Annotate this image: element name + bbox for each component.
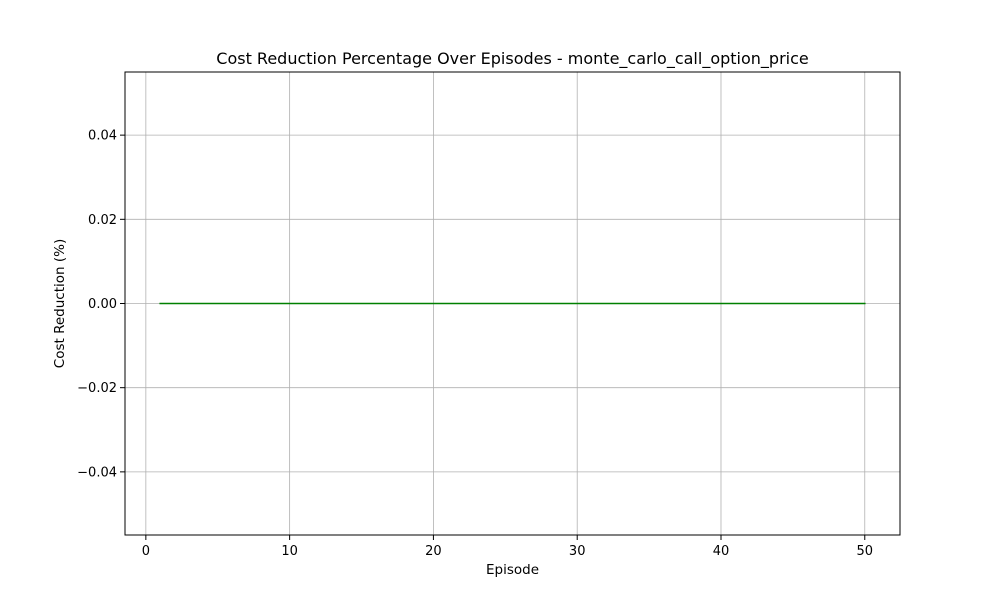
x-tick-label: 10 <box>281 544 298 559</box>
x-tick-label: 30 <box>569 544 586 559</box>
chart-title: Cost Reduction Percentage Over Episodes … <box>216 49 808 69</box>
x-tick-label: 50 <box>856 544 873 559</box>
y-tick-label: −0.02 <box>77 381 117 396</box>
y-axis-ticks: 0.04 0.02 0.00 −0.02 −0.04 <box>77 129 125 480</box>
x-tick-label: 40 <box>713 544 730 559</box>
y-tick-label: 0.04 <box>88 129 117 144</box>
x-axis-ticks: 0 10 20 30 40 50 <box>142 535 873 559</box>
y-tick-label: 0.02 <box>88 213 117 228</box>
y-axis-label: Cost Reduction (%) <box>52 239 68 368</box>
x-tick-label: 20 <box>425 544 442 559</box>
x-tick-label: 0 <box>142 544 150 559</box>
y-tick-label: −0.04 <box>77 465 117 480</box>
x-axis-label: Episode <box>486 562 539 578</box>
y-tick-label: 0.00 <box>88 297 117 312</box>
